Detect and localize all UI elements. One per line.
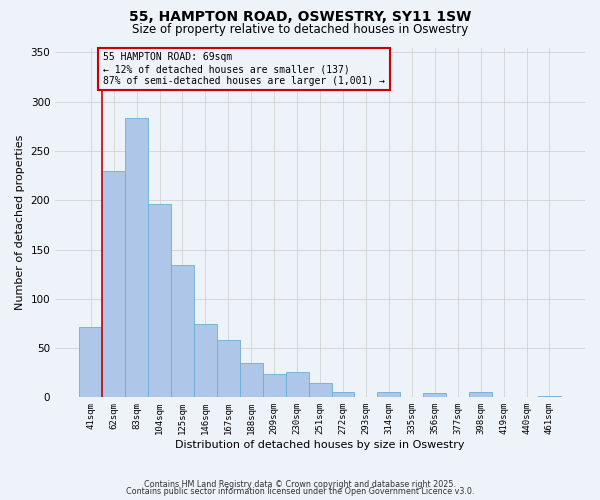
Text: Size of property relative to detached houses in Oswestry: Size of property relative to detached ho… (132, 22, 468, 36)
Bar (423, 394, 446, 398)
Text: Contains HM Land Registry data © Crown copyright and database right 2025.: Contains HM Land Registry data © Crown c… (144, 480, 456, 489)
Bar (286, 372, 308, 398)
Bar (240, 363, 263, 398)
Bar (171, 266, 194, 398)
Bar (469, 392, 492, 398)
Bar (377, 392, 400, 398)
Text: 55 HAMPTON ROAD: 69sqm
← 12% of detached houses are smaller (137)
87% of semi-de: 55 HAMPTON ROAD: 69sqm ← 12% of detached… (103, 52, 385, 86)
Bar (125, 118, 148, 398)
Text: 55, HAMPTON ROAD, OSWESTRY, SY11 1SW: 55, HAMPTON ROAD, OSWESTRY, SY11 1SW (129, 10, 471, 24)
Bar (102, 170, 125, 398)
X-axis label: Distribution of detached houses by size in Oswestry: Distribution of detached houses by size … (175, 440, 465, 450)
Bar (148, 204, 171, 398)
Bar (538, 396, 561, 398)
Bar (263, 374, 286, 398)
Bar (308, 382, 332, 398)
Text: Contains public sector information licensed under the Open Government Licence v3: Contains public sector information licen… (126, 488, 474, 496)
Bar (332, 392, 355, 398)
Y-axis label: Number of detached properties: Number of detached properties (15, 134, 25, 310)
Bar (217, 340, 240, 398)
Bar (194, 324, 217, 398)
Bar (79, 328, 102, 398)
